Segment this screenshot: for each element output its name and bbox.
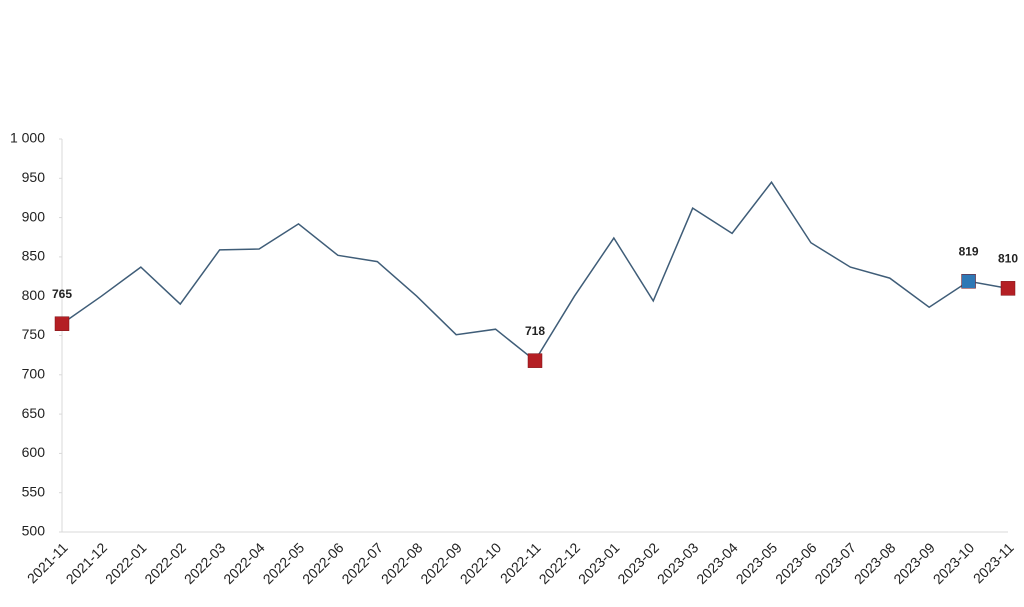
y-tick-label: 850: [22, 248, 46, 264]
x-tick-label: 2023-11: [970, 539, 1017, 586]
x-tick-label: 2022-03: [181, 539, 229, 587]
x-tick-label: 2022-02: [141, 539, 189, 587]
x-tick-label: 2023-05: [733, 539, 781, 587]
value-label: 819: [959, 244, 979, 258]
x-tick-label: 2022-06: [299, 539, 347, 587]
x-tick-label: 2023-10: [930, 539, 978, 587]
marker: [527, 353, 543, 368]
x-tick-label: 2023-03: [654, 539, 702, 587]
marker: [1000, 281, 1016, 296]
x-tick-label: 2022-07: [338, 539, 386, 587]
value-label: 765: [52, 287, 72, 301]
x-tick-label: 2022-04: [220, 539, 268, 587]
y-tick-label: 550: [22, 483, 46, 499]
x-tick-label: 2022-01: [102, 539, 150, 587]
y-tick-label: 750: [22, 326, 46, 342]
value-label: 810: [998, 252, 1018, 266]
value-label: 718: [525, 324, 545, 338]
x-tick-label: 2022-08: [378, 539, 426, 587]
marker: [54, 316, 70, 331]
x-tick-label: 2022-12: [536, 539, 584, 587]
x-tick-label: 2022-09: [417, 539, 465, 587]
x-tick-label: 2022-05: [260, 539, 308, 587]
y-tick-label: 500: [22, 523, 46, 539]
y-tick-label: 800: [22, 287, 46, 303]
x-tick-label: 2023-01: [575, 539, 623, 587]
x-tick-label: 2023-02: [614, 539, 662, 587]
x-tick-label: 2023-07: [811, 539, 859, 587]
y-tick-label: 650: [22, 405, 46, 421]
y-tick-label: 1 000: [10, 130, 45, 146]
y-tick-label: 900: [22, 208, 46, 224]
x-tick-label: 2023-04: [693, 539, 741, 587]
x-tick-label: 2021-11: [24, 539, 71, 586]
x-tick-label: 2022-10: [457, 539, 505, 587]
x-tick-label: 2023-06: [772, 539, 820, 587]
y-tick-label: 600: [22, 444, 46, 460]
x-tick-label: 2021-12: [63, 539, 111, 587]
x-tick-label: 2022-11: [497, 539, 544, 586]
x-tick-label: 2023-08: [851, 539, 899, 587]
y-tick-label: 700: [22, 366, 46, 382]
x-tick-label: 2023-09: [890, 539, 938, 587]
marker: [961, 274, 976, 289]
y-tick-label: 950: [22, 169, 46, 185]
